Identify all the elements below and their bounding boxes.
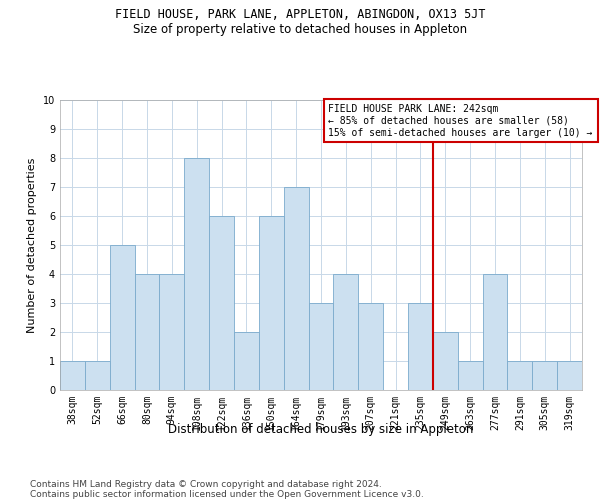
- Bar: [134, 274, 160, 390]
- Text: Contains HM Land Registry data © Crown copyright and database right 2024.
Contai: Contains HM Land Registry data © Crown c…: [30, 480, 424, 499]
- Bar: [433, 332, 458, 390]
- Bar: [60, 361, 85, 390]
- Bar: [160, 274, 184, 390]
- Bar: [408, 303, 433, 390]
- Bar: [482, 274, 508, 390]
- Text: Size of property relative to detached houses in Appleton: Size of property relative to detached ho…: [133, 22, 467, 36]
- Bar: [458, 361, 482, 390]
- Bar: [85, 361, 110, 390]
- Bar: [110, 245, 134, 390]
- Y-axis label: Number of detached properties: Number of detached properties: [28, 158, 37, 332]
- Text: FIELD HOUSE PARK LANE: 242sqm
← 85% of detached houses are smaller (58)
15% of s: FIELD HOUSE PARK LANE: 242sqm ← 85% of d…: [328, 104, 593, 138]
- Bar: [334, 274, 358, 390]
- Bar: [532, 361, 557, 390]
- Bar: [209, 216, 234, 390]
- Bar: [557, 361, 582, 390]
- Bar: [184, 158, 209, 390]
- Bar: [234, 332, 259, 390]
- Bar: [284, 187, 308, 390]
- Bar: [259, 216, 284, 390]
- Bar: [508, 361, 532, 390]
- Bar: [308, 303, 334, 390]
- Text: FIELD HOUSE, PARK LANE, APPLETON, ABINGDON, OX13 5JT: FIELD HOUSE, PARK LANE, APPLETON, ABINGD…: [115, 8, 485, 20]
- Bar: [358, 303, 383, 390]
- Text: Distribution of detached houses by size in Appleton: Distribution of detached houses by size …: [169, 422, 473, 436]
